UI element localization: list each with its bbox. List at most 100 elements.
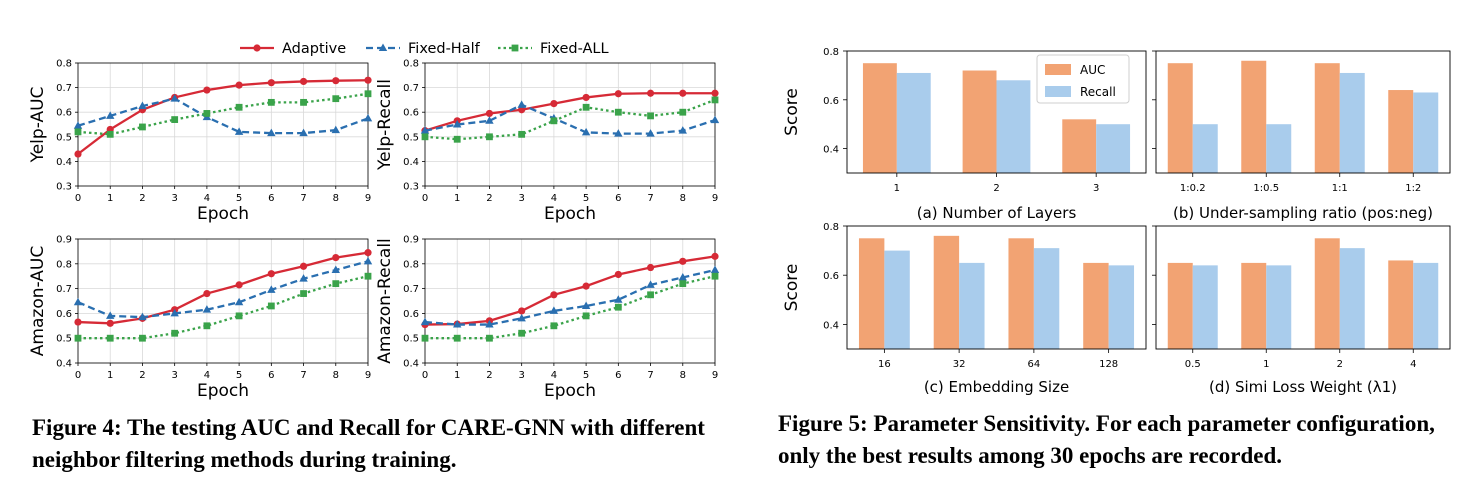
legend-swatch-recall xyxy=(1045,86,1071,97)
bar-recall xyxy=(1192,265,1218,349)
data-point-fixed-half xyxy=(646,129,655,137)
data-point-adaptive xyxy=(267,270,275,278)
series-line-adaptive xyxy=(77,251,369,325)
x-tick-label: 1 xyxy=(1263,359,1269,370)
x-tick-label: 2 xyxy=(486,193,492,204)
y-tick-label: 0.9 xyxy=(403,235,419,246)
data-point-fixed-half xyxy=(106,111,115,119)
data-point-fixed-half xyxy=(138,101,147,110)
bar-auc xyxy=(858,238,885,349)
data-point-fixed-half xyxy=(517,100,526,108)
data-point-fixed-all xyxy=(235,312,243,320)
subplot-title: (c) Embedding Size xyxy=(924,378,1069,396)
x-tick-label: 6 xyxy=(615,370,621,381)
data-point-fixed-all xyxy=(614,108,622,116)
x-axis-label: Epoch xyxy=(197,204,249,224)
x-tick-label: 1 xyxy=(454,193,460,204)
x-tick-label: 0 xyxy=(75,193,81,204)
x-tick-label: 1:1 xyxy=(1332,183,1348,194)
data-point-fixed-half xyxy=(299,128,308,137)
x-tick-label: 4 xyxy=(551,370,557,381)
data-point-fixed-half xyxy=(420,317,430,326)
data-point-fixed-half xyxy=(234,297,244,306)
bar-auc xyxy=(1388,90,1414,173)
x-tick-label: 9 xyxy=(712,370,718,381)
data-point-fixed-half xyxy=(614,295,623,303)
x-tick-label: 6 xyxy=(268,193,274,204)
x-tick-label: 3 xyxy=(1093,183,1099,194)
data-point-fixed-half xyxy=(710,115,720,124)
data-point-adaptive xyxy=(582,93,590,102)
x-tick-label: 4 xyxy=(204,193,210,204)
data-point-adaptive xyxy=(518,307,526,315)
bar-recall xyxy=(1339,72,1365,173)
y-tick-label: 0.8 xyxy=(56,259,72,270)
y-axis-label: Amazon-AUC xyxy=(28,246,48,356)
y-tick-label: 0.5 xyxy=(56,132,72,143)
data-point-adaptive xyxy=(299,77,308,86)
x-tick-label: 8 xyxy=(333,370,339,381)
y-tick-label: 0.5 xyxy=(403,132,419,143)
legend-label-fixed-half: Fixed-Half xyxy=(408,41,481,57)
subplot-title: (b) Under-sampling ratio (pos:neg) xyxy=(1173,204,1433,222)
series-line-fixed-all xyxy=(77,92,369,136)
data-point-adaptive xyxy=(550,99,558,108)
data-point-fixed-half xyxy=(73,121,83,129)
bar-chart-panel-c: 16 32 64 128 0.4 0.6 0.8 Score (c) Embedding Siz… xyxy=(782,222,1147,396)
data-point-fixed-all xyxy=(679,108,687,116)
legend-label-auc: AUC xyxy=(1080,63,1105,77)
data-point-fixed-all xyxy=(171,329,179,337)
data-point-fixed-all xyxy=(518,130,526,138)
data-point-fixed-all xyxy=(332,280,340,288)
data-point-fixed-all xyxy=(647,112,654,120)
data-point-adaptive xyxy=(614,270,622,279)
legend-label-recall: Recall xyxy=(1080,85,1116,99)
data-point-fixed-half xyxy=(485,116,494,124)
data-point-fixed-half xyxy=(363,113,373,122)
y-tick-label: 0.8 xyxy=(56,59,72,70)
y-tick-label: 0.4 xyxy=(403,359,419,370)
data-point-adaptive xyxy=(267,79,275,87)
y-tick-label: 0.7 xyxy=(56,284,72,295)
bar-auc xyxy=(962,70,997,173)
x-tick-label: 1 xyxy=(454,370,460,381)
data-point-fixed-all xyxy=(582,103,590,111)
bar-auc xyxy=(933,235,960,349)
data-point-fixed-half xyxy=(170,308,179,317)
x-tick-label: 6 xyxy=(268,370,274,381)
data-point-fixed-all xyxy=(421,334,429,342)
x-tick-label: 4 xyxy=(1410,359,1416,370)
y-axis-label: Score xyxy=(782,88,802,136)
data-point-fixed-all xyxy=(614,303,622,311)
x-tick-label: 2 xyxy=(139,193,145,204)
data-point-adaptive xyxy=(582,282,590,290)
bar-auc xyxy=(1083,262,1109,349)
legend-marker-fixed-all xyxy=(511,44,519,52)
data-point-fixed-all xyxy=(453,334,461,342)
bar-recall xyxy=(959,262,985,349)
x-tick-label: 5 xyxy=(583,193,589,204)
data-point-fixed-half xyxy=(267,285,276,293)
x-tick-label: 0 xyxy=(75,370,81,381)
bar-recall xyxy=(1413,262,1439,349)
data-point-adaptive xyxy=(332,254,340,262)
data-point-adaptive xyxy=(299,262,308,270)
x-tick-label: 7 xyxy=(300,193,306,204)
bar-auc xyxy=(1314,238,1340,349)
bar-recall xyxy=(996,80,1031,173)
bar-chart-panel-a: 1 2 3 0.4 0.6 0.8 Score (a) Number of Layers xyxy=(782,47,1147,222)
bar-recall xyxy=(896,72,931,173)
x-tick-label: 3 xyxy=(518,370,524,381)
x-tick-label: 16 xyxy=(878,359,891,370)
data-point-fixed-half xyxy=(485,320,494,328)
y-tick-label: 0.4 xyxy=(823,320,839,331)
bar-recall xyxy=(1413,92,1439,173)
x-tick-label: 9 xyxy=(365,370,371,381)
x-tick-label: 5 xyxy=(583,370,589,381)
data-point-adaptive xyxy=(679,257,687,265)
data-point-fixed-all xyxy=(106,130,114,138)
legend-swatch-auc xyxy=(1045,64,1071,75)
series-line-fixed-half xyxy=(77,260,369,319)
figure-5-caption: Figure 5: Parameter Sensitivity. For eac… xyxy=(778,411,1435,468)
x-tick-label: 3 xyxy=(171,370,177,381)
